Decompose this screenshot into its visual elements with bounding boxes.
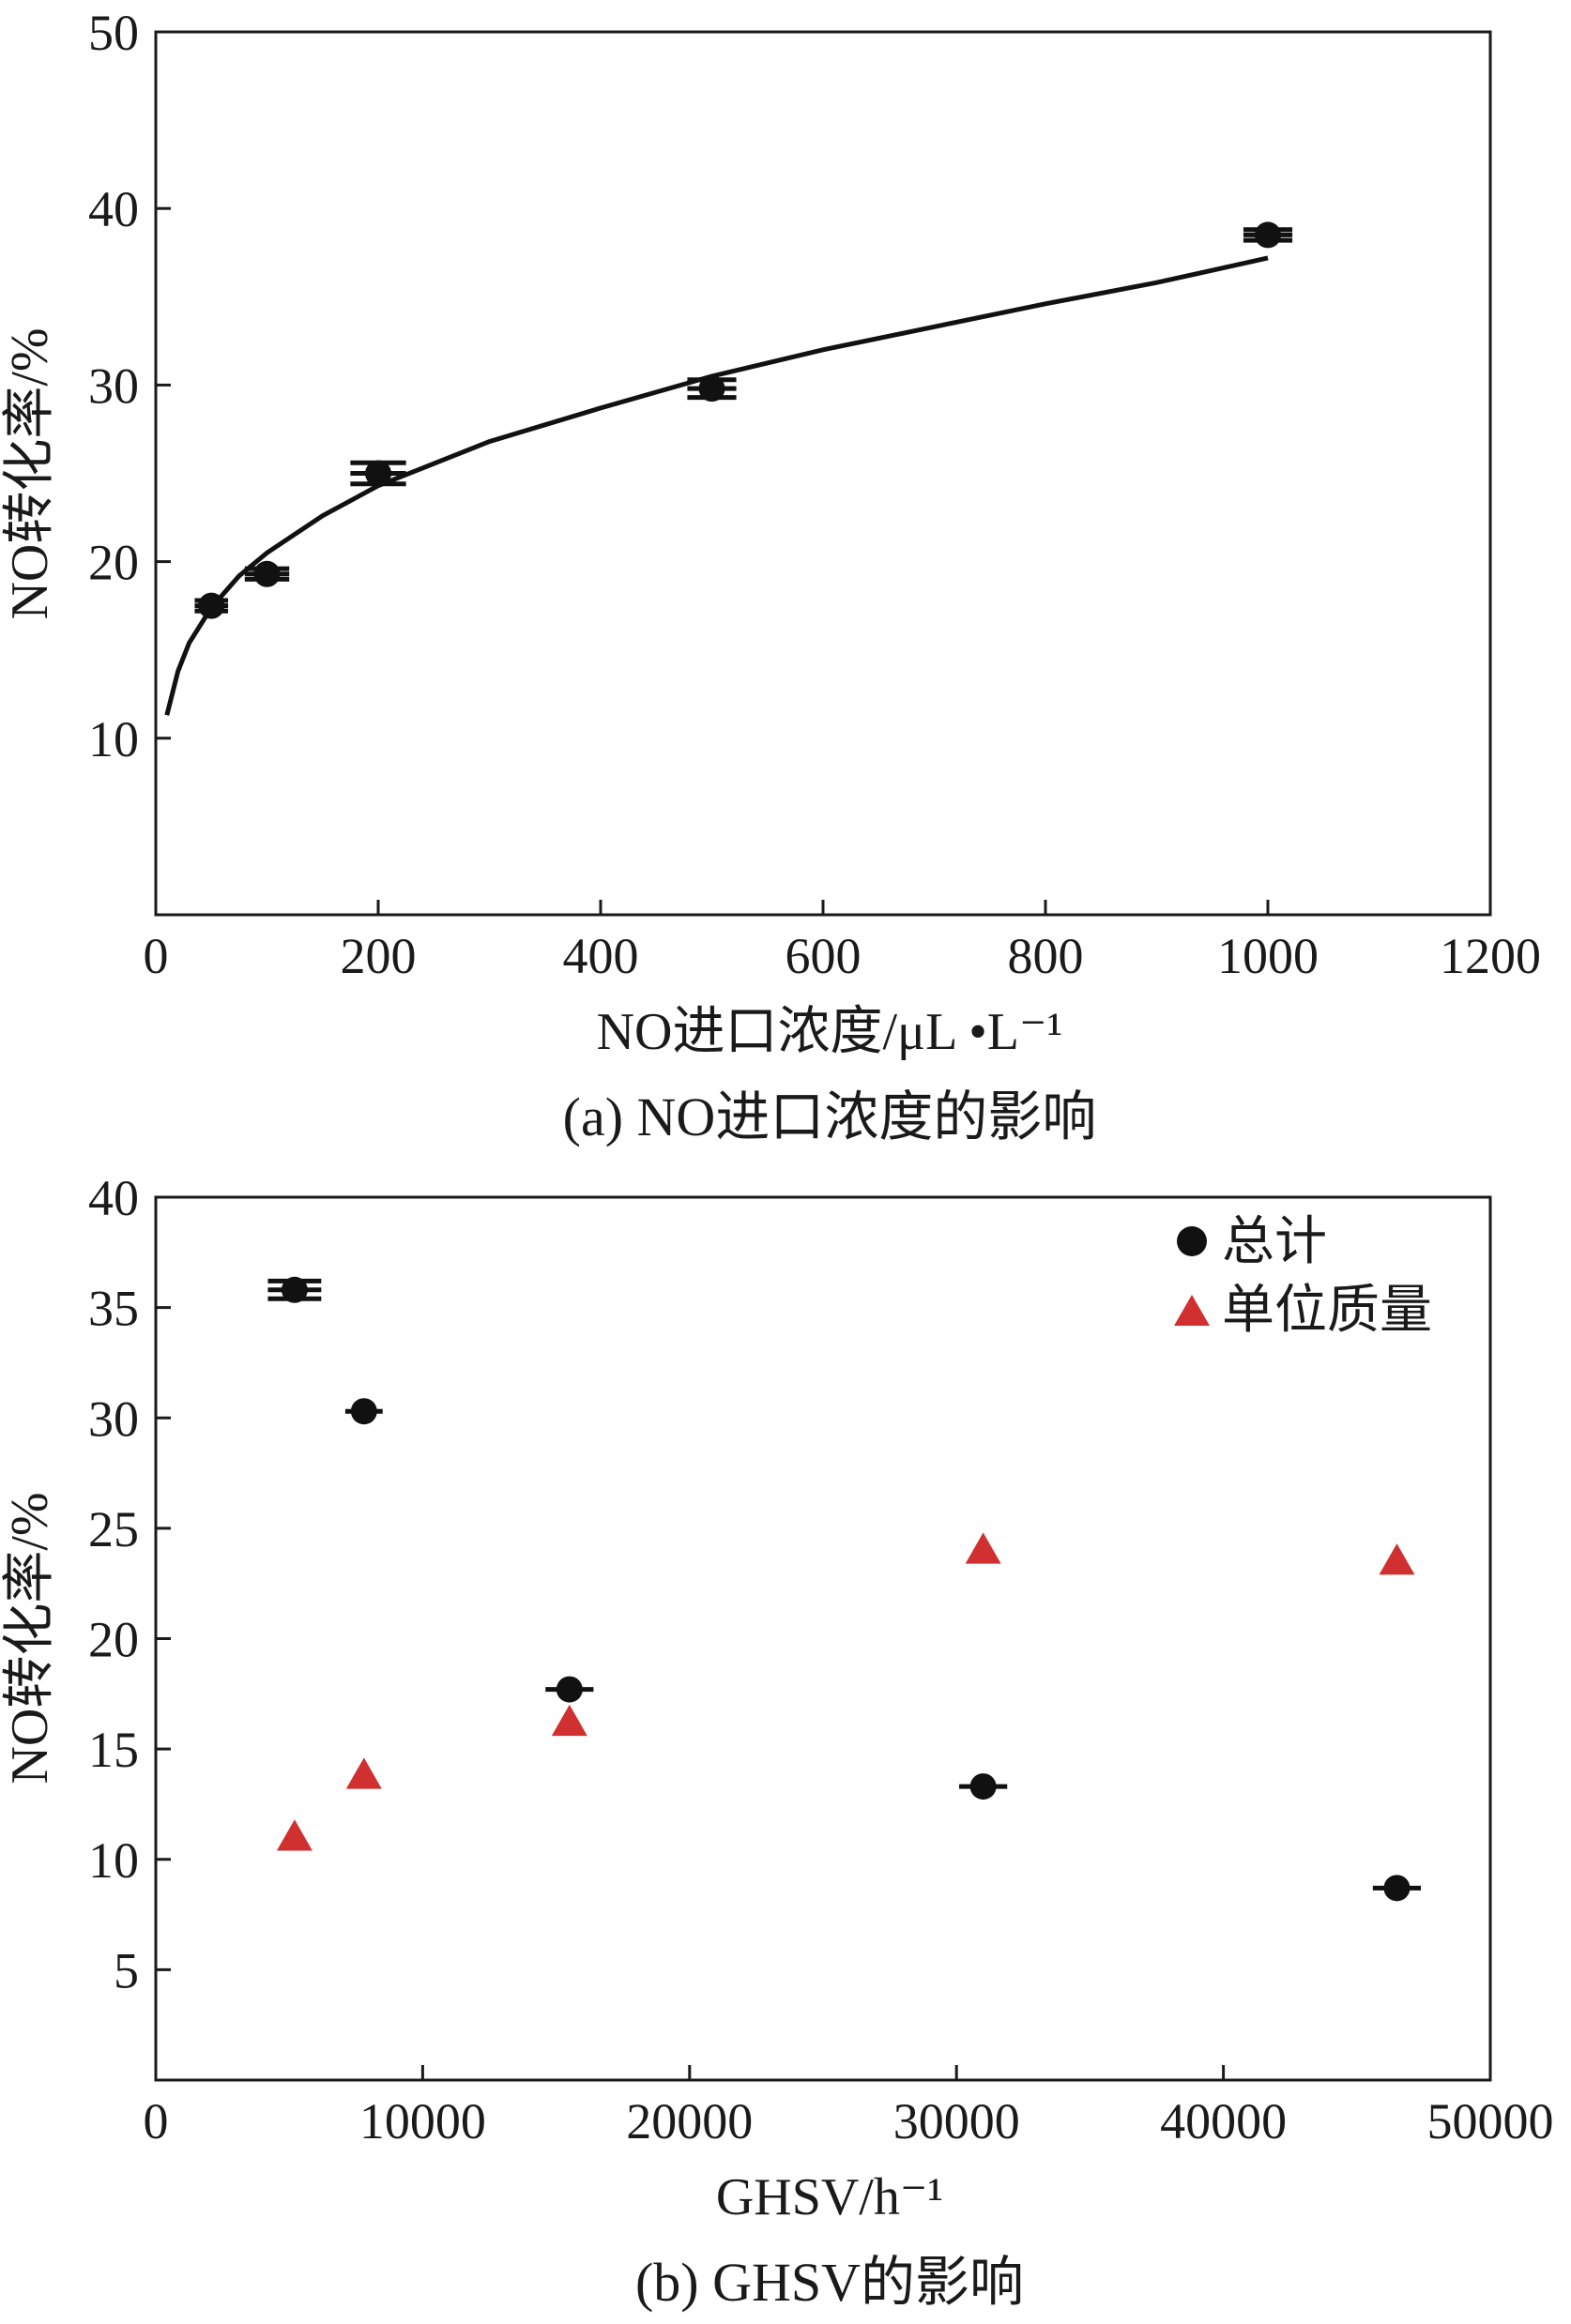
legend-label-series-2: 单位质量 bbox=[1222, 1282, 1432, 1340]
x-tick-label: 200 bbox=[341, 928, 417, 984]
x-tick-label: 50000 bbox=[1427, 2093, 1554, 2149]
x-tick-label: 0 bbox=[144, 928, 169, 984]
x-tick-label: 20000 bbox=[626, 2093, 753, 2149]
x-axis-label-a: NO进口浓度/μL •L⁻¹ bbox=[597, 1003, 1063, 1061]
data-point-circle bbox=[198, 592, 225, 619]
data-point-triangle bbox=[965, 1532, 1001, 1564]
axis-ticks-b: 0 10000 20000 30000 40000 50000 5 10 15 20 25 30 35 4… bbox=[88, 1170, 1554, 2149]
y-tick-label: 20 bbox=[88, 535, 139, 591]
caption-a: (a) NO进口浓度的影响 bbox=[563, 1086, 1097, 1147]
y-tick-label: 25 bbox=[88, 1501, 139, 1557]
legend: 总计 单位质量 bbox=[1174, 1213, 1432, 1340]
fit-curve bbox=[164, 255, 1269, 716]
x-tick-label: 1200 bbox=[1440, 928, 1541, 984]
y-axis-label-a: NO转化率/% bbox=[1, 327, 59, 619]
data-point-circle bbox=[1255, 221, 1281, 249]
data-point-circle bbox=[698, 375, 725, 403]
chart-panel-b: 0 10000 20000 30000 40000 50000 5 10 15 20 25 30 35 4… bbox=[1, 1170, 1554, 2313]
data-point-circle bbox=[350, 1398, 377, 1425]
fit-curve-a-group bbox=[164, 255, 1269, 716]
x-tick-label: 30000 bbox=[893, 2093, 1020, 2149]
x-tick-label: 800 bbox=[1008, 928, 1084, 984]
x-tick-label: 1000 bbox=[1217, 928, 1319, 984]
data-points-a bbox=[194, 221, 1293, 619]
legend-marker-circle bbox=[1177, 1226, 1207, 1256]
data-point-circle bbox=[556, 1676, 583, 1703]
data-point-triangle bbox=[345, 1757, 382, 1789]
data-point-circle bbox=[281, 1276, 308, 1303]
data-point-circle bbox=[365, 460, 391, 487]
x-tick-label: 0 bbox=[144, 2093, 169, 2149]
x-tick-label: 40000 bbox=[1160, 2093, 1287, 2149]
y-tick-label: 35 bbox=[88, 1281, 139, 1337]
data-point-triangle bbox=[551, 1704, 587, 1737]
legend-label-series-1: 总计 bbox=[1222, 1213, 1327, 1271]
y-tick-label: 30 bbox=[88, 357, 139, 414]
axis-ticks-a: 0 200 400 600 800 1000 1200 10 20 30 40 50 bbox=[88, 5, 1541, 984]
y-tick-label: 10 bbox=[88, 711, 139, 767]
y-tick-label: 10 bbox=[88, 1832, 139, 1889]
x-axis-label-b: GHSV/h⁻¹ bbox=[716, 2168, 943, 2226]
data-points-b bbox=[267, 1276, 1422, 1902]
y-tick-label: 15 bbox=[88, 1722, 139, 1778]
data-point-circle bbox=[1383, 1875, 1411, 1902]
y-axis-label-b: NO转化率/% bbox=[1, 1492, 59, 1784]
y-tick-label: 50 bbox=[88, 5, 139, 61]
data-point-circle bbox=[253, 560, 281, 587]
y-tick-label: 40 bbox=[88, 1170, 139, 1226]
data-point-circle bbox=[969, 1773, 997, 1800]
data-point-triangle bbox=[1379, 1543, 1415, 1575]
x-tick-label: 600 bbox=[786, 928, 862, 984]
x-tick-label: 400 bbox=[563, 928, 639, 984]
x-tick-label: 10000 bbox=[359, 2093, 486, 2149]
caption-b: (b) GHSV的影响 bbox=[635, 2252, 1024, 2313]
y-tick-label: 40 bbox=[88, 181, 139, 237]
y-tick-label: 30 bbox=[88, 1390, 139, 1447]
legend-marker-triangle bbox=[1174, 1295, 1210, 1326]
data-point-triangle bbox=[276, 1819, 313, 1851]
y-tick-label: 20 bbox=[88, 1612, 139, 1668]
y-tick-label: 5 bbox=[114, 1942, 139, 1998]
